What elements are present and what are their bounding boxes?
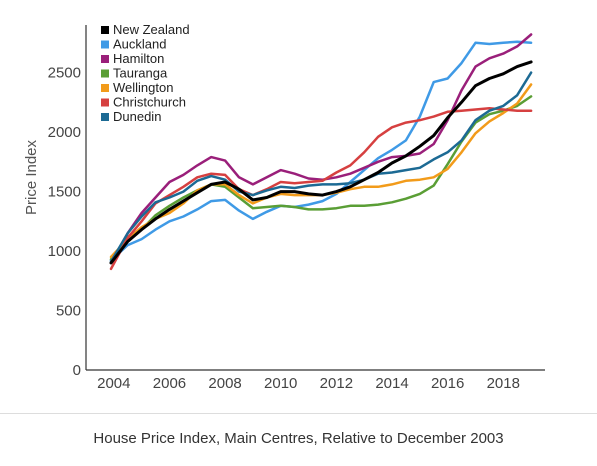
legend-swatch <box>101 26 109 34</box>
legend-label: New Zealand <box>113 22 190 37</box>
legend-swatch <box>101 98 109 107</box>
chart-caption: House Price Index, Main Centres, Relativ… <box>93 430 504 447</box>
y-tick-label: 0 <box>73 362 81 379</box>
x-tick-label: 2006 <box>153 375 186 392</box>
series-line-dunedin <box>109 71 533 263</box>
x-tick-label: 2012 <box>320 375 353 392</box>
legend-label: Tauranga <box>113 66 168 81</box>
legend-label: Auckland <box>113 37 166 52</box>
y-axis-label: Price Index <box>23 139 40 215</box>
legend-label: Hamilton <box>113 51 164 66</box>
legend-swatch <box>101 113 109 121</box>
series-line-hamilton <box>109 33 533 265</box>
legend-swatch <box>101 69 109 78</box>
x-tick-label: 2008 <box>208 375 241 392</box>
legend-swatch <box>101 55 109 63</box>
x-tick-label: 2014 <box>375 375 408 392</box>
series-line-tauranga <box>109 95 533 261</box>
x-tick-label: 2010 <box>264 375 297 392</box>
series-line-christchurch <box>109 107 533 271</box>
series-line-new-zealand <box>109 60 533 265</box>
legend-swatch <box>101 40 109 49</box>
x-tick-label: 2004 <box>97 375 130 392</box>
legend-label: Wellington <box>113 80 173 95</box>
y-tick-label: 500 <box>56 303 81 320</box>
x-tick-label: 2018 <box>487 375 520 392</box>
y-axis: 0 500 1000 1500 2000 2500 <box>48 25 87 379</box>
legend-swatch <box>101 84 109 92</box>
x-axis: 2004 2006 2008 2010 2012 2014 2016 2018 <box>86 369 545 392</box>
y-tick-label: 2500 <box>48 65 81 82</box>
y-tick-label: 2000 <box>48 124 81 141</box>
legend-label: Christchurch <box>113 95 186 110</box>
line-chart: 0 500 1000 1500 2000 2500 2004 2006 2008 2010 201… <box>23 22 545 392</box>
y-tick-label: 1000 <box>48 243 81 260</box>
divider <box>0 413 597 414</box>
y-tick-label: 1500 <box>48 184 81 201</box>
x-tick-label: 2016 <box>431 375 464 392</box>
legend-label: Dunedin <box>113 109 161 124</box>
series-line-auckland <box>109 40 533 262</box>
legend: New ZealandAucklandHamiltonTaurangaWelli… <box>101 22 190 124</box>
plot-lines <box>109 33 533 271</box>
